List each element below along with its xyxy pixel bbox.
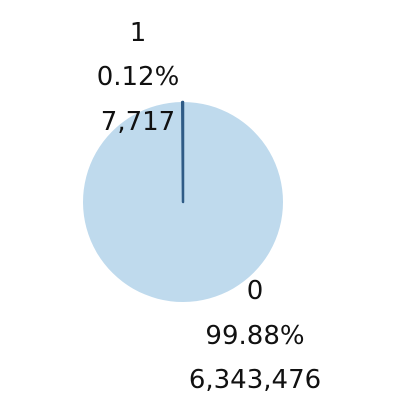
slice-category-label-1: 1: [130, 18, 147, 48]
pie-slices: [82, 100, 283, 302]
slice-count-label-1: 7,717: [101, 107, 175, 137]
slice-label-group-1: 1 0.12% 7,717: [97, 18, 180, 137]
slice-category-label-0: 0: [247, 276, 264, 306]
slice-label-group-0: 0 99.88% 6,343,476: [189, 276, 321, 395]
pie-slice-1: [180, 100, 185, 204]
slice-percent-label-0: 99.88%: [205, 321, 304, 351]
slice-percent-label-1: 0.12%: [97, 62, 180, 92]
slice-count-label-0: 6,343,476: [189, 365, 321, 395]
